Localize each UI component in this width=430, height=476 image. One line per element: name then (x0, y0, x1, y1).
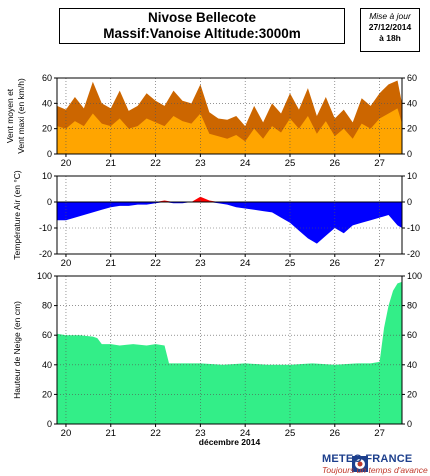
series-wind-mean (57, 108, 402, 154)
title-line-2: Massif:Vanoise Altitude:3000m (103, 26, 301, 41)
x-tick-label: 24 (240, 428, 251, 439)
y-tick-label-left: -20 (39, 249, 52, 259)
update-time: à 18h (379, 33, 401, 43)
x-tick-label: 23 (195, 428, 206, 439)
y-tick-label-right: 40 (407, 360, 417, 370)
x-tick-label: 24 (240, 158, 251, 169)
series-temperature-cold (57, 202, 402, 244)
x-tick-label: 22 (150, 428, 161, 439)
x-tick-label: 21 (105, 158, 116, 169)
y-tick-label-right: 20 (407, 124, 417, 134)
x-tick-label: 25 (285, 428, 296, 439)
y-tick-label-right: 0 (407, 197, 412, 207)
x-tick-label: 20 (61, 158, 72, 169)
y-tick-label-right: 0 (407, 419, 412, 429)
x-tick-label: 20 (61, 258, 72, 269)
x-tick-label: 22 (150, 158, 161, 169)
y-tick-label-right: 60 (407, 73, 417, 83)
y-tick-label-left: 40 (42, 360, 52, 370)
y-tick-label-left: 60 (42, 330, 52, 340)
x-tick-label: 23 (195, 158, 206, 169)
logo-slogan: Toujours un temps d'avance (322, 465, 428, 475)
y-tick-label-right: 20 (407, 389, 417, 399)
x-tick-label: 26 (330, 258, 341, 269)
logo-name: METEO FRANCE (322, 453, 413, 465)
x-tick-label: 27 (374, 158, 385, 169)
x-tick-label: 23 (195, 258, 206, 269)
y-tick-label-left: 40 (42, 98, 52, 108)
y-tick-label-right: 60 (407, 330, 417, 340)
y-tick-label-right: -10 (407, 223, 420, 233)
update-label: Mise à jour (369, 11, 411, 21)
update-box: Mise à jour 27/12/2014 à 18h (360, 8, 420, 52)
y-tick-label-left: 0 (47, 149, 52, 159)
y-tick-label-right: 100 (407, 271, 422, 281)
y-tick-label-left: -10 (39, 223, 52, 233)
y-tick-label-right: 80 (407, 301, 417, 311)
y-tick-label-left: 0 (47, 197, 52, 207)
x-tick-label: 26 (330, 428, 341, 439)
y-axis-label: Température Air (en °C) (12, 170, 22, 260)
x-tick-label: 25 (285, 158, 296, 169)
panel-border-wind (56, 77, 403, 155)
chart-title: Nivose Bellecote Massif:Vanoise Altitude… (59, 8, 345, 44)
title-line-1: Nivose Bellecote (147, 10, 257, 25)
series-snow-depth (57, 281, 402, 424)
panel-border-snow (56, 275, 403, 425)
panel-border-temperature (56, 175, 403, 255)
y-tick-label-right: 0 (407, 149, 412, 159)
x-tick-label: 27 (374, 258, 385, 269)
y-axis-label-line2: Vent maxi (en km/h) (16, 78, 26, 154)
x-tick-label: 27 (374, 428, 385, 439)
update-date: 27/12/2014 (368, 22, 412, 32)
y-tick-label-left: 20 (42, 124, 52, 134)
y-tick-label-right: 10 (407, 171, 417, 181)
y-tick-label-left: 0 (47, 419, 52, 429)
y-tick-label-right: 40 (407, 98, 417, 108)
x-tick-label: 21 (105, 428, 116, 439)
y-tick-label-right: -20 (407, 249, 420, 259)
x-axis-label: décembre 2014 (199, 437, 261, 447)
y-tick-label-left: 20 (42, 389, 52, 399)
x-tick-label: 20 (61, 428, 72, 439)
y-tick-label-left: 10 (42, 171, 52, 181)
x-tick-label: 22 (150, 258, 161, 269)
x-tick-label: 25 (285, 258, 296, 269)
x-tick-label: 24 (240, 258, 251, 269)
y-tick-label-left: 80 (42, 301, 52, 311)
meteo-france-logo-icon (352, 456, 368, 472)
x-tick-label: 21 (105, 258, 116, 269)
y-tick-label-left: 60 (42, 73, 52, 83)
y-tick-label-left: 100 (37, 271, 52, 281)
y-axis-label: Hauteur de Neige (en cm) (12, 301, 22, 399)
x-tick-label: 26 (330, 158, 341, 169)
y-axis-label-line1: Vent moyen et (5, 88, 15, 143)
